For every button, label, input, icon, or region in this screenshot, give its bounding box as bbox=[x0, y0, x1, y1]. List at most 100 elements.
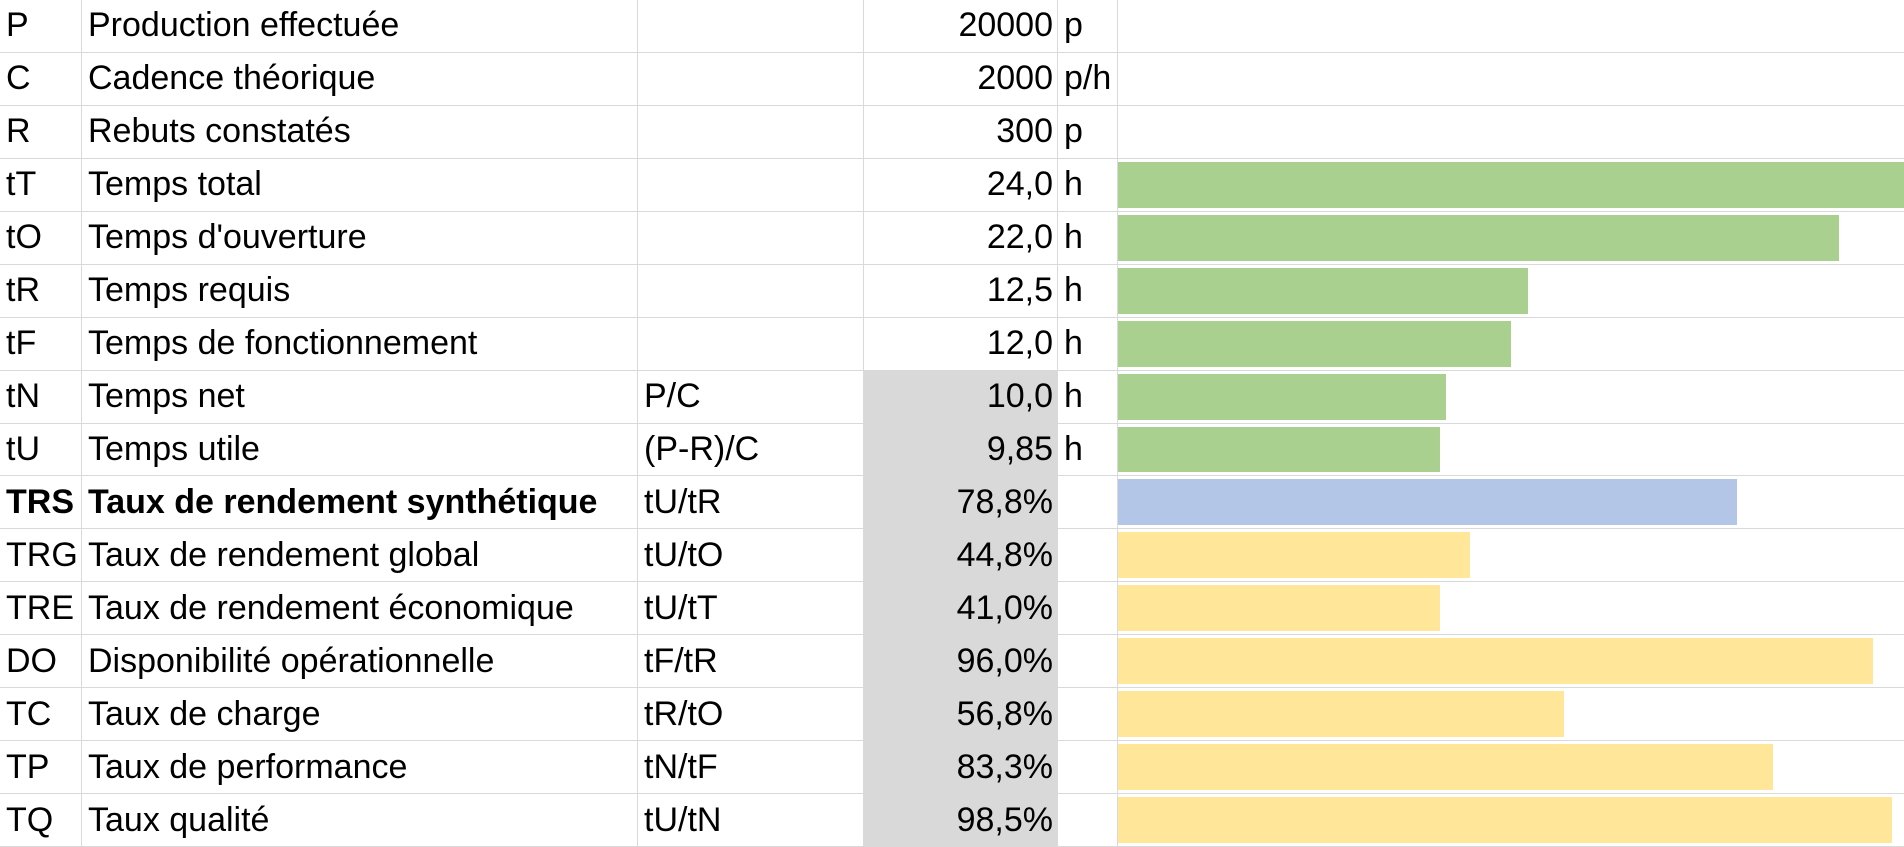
label-cell[interactable]: Taux qualité bbox=[82, 794, 638, 847]
formula-cell[interactable] bbox=[638, 0, 864, 53]
code-cell[interactable]: tU bbox=[0, 423, 82, 477]
formula-cell[interactable]: tN/tF bbox=[638, 741, 864, 795]
value-cell[interactable]: 44,8% bbox=[864, 529, 1058, 583]
value-cell[interactable]: 10,0 bbox=[864, 370, 1058, 424]
code-cell[interactable]: DO bbox=[0, 635, 82, 689]
code-cell[interactable]: tF bbox=[0, 317, 82, 371]
value-cell[interactable]: 9,85 bbox=[864, 423, 1058, 477]
unit-cell[interactable] bbox=[1058, 476, 1118, 530]
value-cell[interactable]: 24,0 bbox=[864, 158, 1058, 212]
formula-cell[interactable]: tU/tO bbox=[638, 529, 864, 583]
code-cell[interactable]: TRS bbox=[0, 476, 82, 530]
label-cell[interactable]: Temps de fonctionnement bbox=[82, 317, 638, 371]
bar-cell[interactable] bbox=[1118, 635, 1904, 689]
unit-cell[interactable] bbox=[1058, 582, 1118, 636]
code-cell[interactable]: tO bbox=[0, 211, 82, 265]
unit-cell[interactable]: h bbox=[1058, 158, 1118, 212]
unit-cell[interactable] bbox=[1058, 635, 1118, 689]
label-cell[interactable]: Taux de charge bbox=[82, 688, 638, 742]
bar-cell[interactable] bbox=[1118, 212, 1904, 265]
formula-cell[interactable]: tU/tR bbox=[638, 476, 864, 530]
code-cell[interactable]: tR bbox=[0, 264, 82, 318]
code-cell[interactable]: TRG bbox=[0, 529, 82, 583]
label-cell[interactable]: Rebuts constatés bbox=[82, 105, 638, 159]
value-cell[interactable]: 12,0 bbox=[864, 317, 1058, 371]
code-cell[interactable]: R bbox=[0, 105, 82, 159]
formula-cell[interactable]: (P-R)/C bbox=[638, 423, 864, 477]
unit-cell[interactable]: p/h bbox=[1058, 52, 1118, 106]
data-bar bbox=[1118, 214, 1839, 261]
label-cell[interactable]: Taux de performance bbox=[82, 741, 638, 795]
bar-cell[interactable] bbox=[1118, 53, 1904, 106]
bar-cell[interactable] bbox=[1118, 741, 1904, 795]
label-cell[interactable]: Production effectuée bbox=[82, 0, 638, 53]
value-cell[interactable]: 56,8% bbox=[864, 688, 1058, 742]
value-cell[interactable]: 96,0% bbox=[864, 635, 1058, 689]
unit-cell[interactable] bbox=[1058, 794, 1118, 847]
label-cell[interactable]: Temps net bbox=[82, 370, 638, 424]
bar-cell[interactable] bbox=[1118, 582, 1904, 636]
formula-cell[interactable] bbox=[638, 317, 864, 371]
label-cell[interactable]: Temps d'ouverture bbox=[82, 211, 638, 265]
code-cell[interactable]: P bbox=[0, 0, 82, 53]
bar-cell[interactable] bbox=[1118, 688, 1904, 742]
label-cell[interactable]: Taux de rendement économique bbox=[82, 582, 638, 636]
bar-cell[interactable] bbox=[1118, 0, 1904, 53]
label-cell[interactable]: Cadence théorique bbox=[82, 52, 638, 106]
code-cell[interactable]: TQ bbox=[0, 794, 82, 847]
formula-cell[interactable]: tR/tO bbox=[638, 688, 864, 742]
value-cell[interactable]: 2000 bbox=[864, 52, 1058, 106]
formula-cell[interactable] bbox=[638, 105, 864, 159]
label-cell[interactable]: Disponibilité opérationnelle bbox=[82, 635, 638, 689]
label-cell[interactable]: Taux de rendement global bbox=[82, 529, 638, 583]
unit-cell[interactable]: p bbox=[1058, 105, 1118, 159]
bar-cell[interactable] bbox=[1118, 794, 1904, 847]
unit-cell[interactable]: h bbox=[1058, 423, 1118, 477]
bar-cell[interactable] bbox=[1118, 106, 1904, 159]
table-row: tF Temps de fonctionnement 12,0 h bbox=[0, 317, 1904, 371]
bar-cell[interactable] bbox=[1118, 159, 1904, 212]
formula-cell[interactable]: P/C bbox=[638, 370, 864, 424]
unit-cell[interactable] bbox=[1058, 688, 1118, 742]
formula-cell[interactable]: tF/tR bbox=[638, 635, 864, 689]
label-cell[interactable]: Temps requis bbox=[82, 264, 638, 318]
value-cell[interactable]: 12,5 bbox=[864, 264, 1058, 318]
value-cell[interactable]: 78,8% bbox=[864, 476, 1058, 530]
unit-cell[interactable] bbox=[1058, 741, 1118, 795]
bar-cell[interactable] bbox=[1118, 265, 1904, 318]
value-cell[interactable]: 300 bbox=[864, 105, 1058, 159]
label-cell[interactable]: Taux de rendement synthétique bbox=[82, 476, 638, 530]
code-cell[interactable]: TRE bbox=[0, 582, 82, 636]
code-cell[interactable]: tT bbox=[0, 158, 82, 212]
bar-cell[interactable] bbox=[1118, 476, 1904, 530]
code-cell[interactable]: C bbox=[0, 52, 82, 106]
label-cell[interactable]: Temps total bbox=[82, 158, 638, 212]
value-cell[interactable]: 22,0 bbox=[864, 211, 1058, 265]
bar-cell[interactable] bbox=[1118, 371, 1904, 424]
unit-cell[interactable] bbox=[1058, 529, 1118, 583]
value-cell[interactable]: 41,0% bbox=[864, 582, 1058, 636]
formula-cell[interactable]: tU/tN bbox=[638, 794, 864, 847]
code-cell[interactable]: tN bbox=[0, 370, 82, 424]
label-cell[interactable]: Temps utile bbox=[82, 423, 638, 477]
bar-cell[interactable] bbox=[1118, 424, 1904, 477]
unit-cell[interactable]: p bbox=[1058, 0, 1118, 53]
code-cell[interactable]: TC bbox=[0, 688, 82, 742]
bar-cell[interactable] bbox=[1118, 318, 1904, 371]
unit-cell[interactable]: h bbox=[1058, 211, 1118, 265]
formula-cell[interactable] bbox=[638, 211, 864, 265]
unit-cell[interactable]: h bbox=[1058, 317, 1118, 371]
bar-cell[interactable] bbox=[1118, 529, 1904, 583]
unit-cell[interactable]: h bbox=[1058, 370, 1118, 424]
value-cell[interactable]: 20000 bbox=[864, 0, 1058, 53]
formula-cell[interactable] bbox=[638, 264, 864, 318]
formula-cell[interactable] bbox=[638, 158, 864, 212]
value-cell[interactable]: 83,3% bbox=[864, 741, 1058, 795]
formula-cell[interactable] bbox=[638, 52, 864, 106]
table-row: tO Temps d'ouverture 22,0 h bbox=[0, 211, 1904, 265]
value-cell[interactable]: 98,5% bbox=[864, 794, 1058, 847]
unit-cell[interactable]: h bbox=[1058, 264, 1118, 318]
code-cell[interactable]: TP bbox=[0, 741, 82, 795]
formula-cell[interactable]: tU/tT bbox=[638, 582, 864, 636]
